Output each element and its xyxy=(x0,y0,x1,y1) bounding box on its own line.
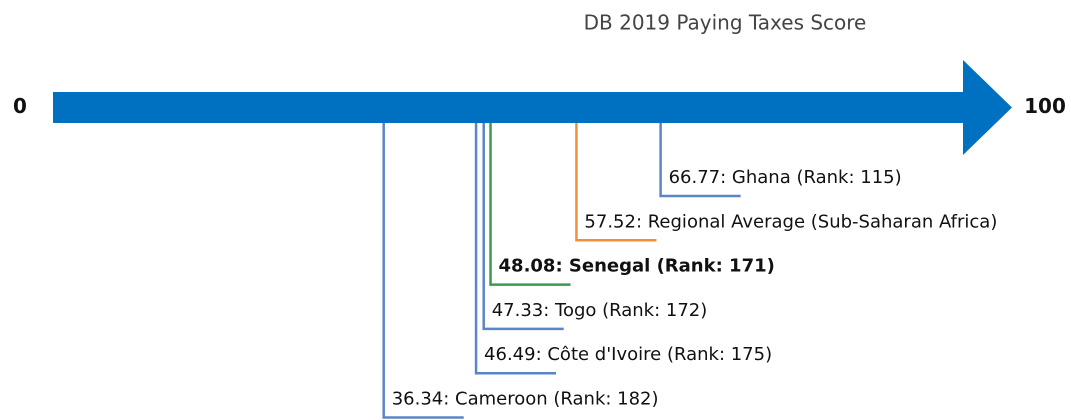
leader-line xyxy=(575,123,657,242)
leader-line xyxy=(489,123,571,286)
leader-line xyxy=(659,123,741,198)
data-label: 66.77: Ghana (Rank: 115) xyxy=(669,167,902,188)
leader-line xyxy=(474,123,557,375)
data-label: 36.34: Cameroon (Rank: 182) xyxy=(392,389,659,410)
data-label: 57.52: Regional Average (Sub-Saharan Afr… xyxy=(584,211,997,232)
data-label: 46.49: Côte d'Ivoire (Rank: 175) xyxy=(484,344,772,365)
data-label: 48.08: Senegal (Rank: 171) xyxy=(499,256,775,277)
data-label: 47.33: Togo (Rank: 172) xyxy=(492,300,708,321)
leader-line xyxy=(482,123,564,331)
chart-title: DB 2019 Paying Taxes Score xyxy=(584,11,867,35)
x-tick-label: 100 xyxy=(1024,94,1066,118)
axis-arrow xyxy=(53,60,1012,155)
leader-line xyxy=(382,123,464,419)
x-tick-label: 0 xyxy=(13,94,27,118)
